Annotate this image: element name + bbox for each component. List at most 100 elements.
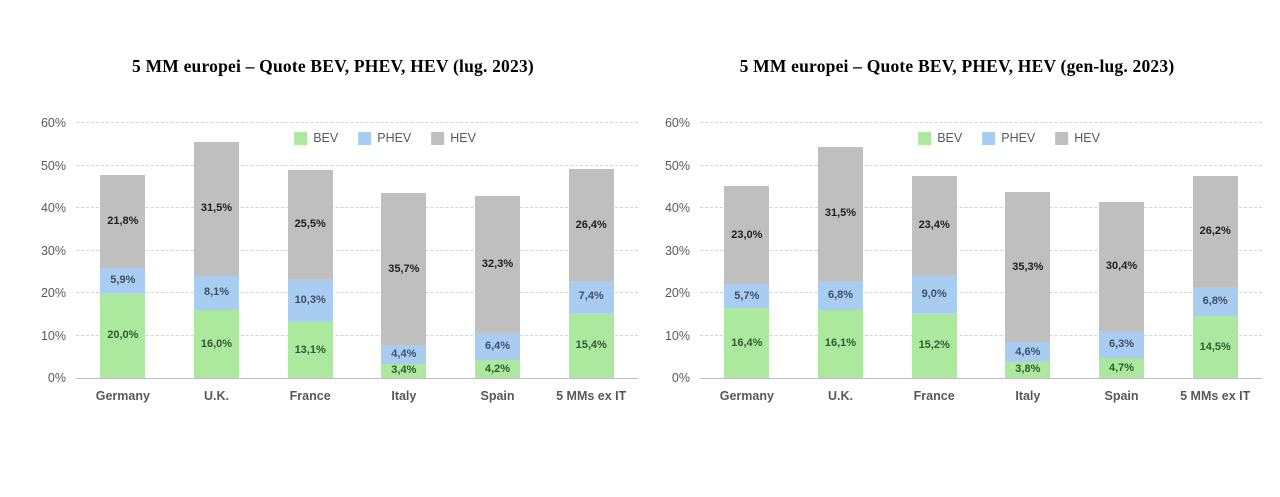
x-axis-label: Spain	[480, 389, 515, 403]
bar-segment-phev: 5,9%	[100, 267, 146, 293]
legend: BEV PHEV HEV	[918, 131, 1100, 145]
bar-value-label: 20,0%	[107, 329, 139, 341]
bar-segment-hev: 32,3%	[475, 195, 521, 333]
legend-label: HEV	[1074, 131, 1100, 145]
bar-segment-hev: 26,2%	[1192, 176, 1238, 288]
bar-segment-hev: 35,7%	[381, 193, 427, 345]
bar-stack: 21,8% 5,9% 20,0%	[100, 175, 146, 378]
bar-stack: 26,2% 6,8% 14,5%	[1192, 176, 1238, 378]
bar-value-label: 15,2%	[918, 339, 950, 352]
bar-value-label: 4,2%	[484, 362, 511, 375]
bars: 21,8% 5,9% 20,0% 31,5% 8,1% 16,0% 25,5% 10,3% 13…	[76, 123, 638, 378]
bar-segment-hev: 23,0%	[724, 186, 770, 285]
chart-title: 5 MM europei – Quote BEV, PHEV, HEV (gen…	[739, 56, 1175, 76]
bar-segment-phev: 8,1%	[194, 275, 239, 310]
legend-label: BEV	[937, 131, 963, 145]
bars: 23,0% 5,7% 16,4% 31,5% 6,8% 16,1% 23,4% 9,0% 15,…	[700, 123, 1262, 378]
y-tick-label: 0%	[47, 371, 66, 385]
y-tick-label: 0%	[671, 371, 690, 385]
y-tick-label: 50%	[664, 158, 690, 173]
bar-value-label: 5,9%	[110, 273, 136, 286]
bar-value-label: 15,4%	[575, 338, 607, 351]
bar-value-label: 23,4%	[918, 218, 950, 231]
gridline	[700, 249, 1262, 251]
legend-label: PHEV	[377, 131, 412, 145]
bar-value-label: 26,4%	[575, 218, 607, 231]
legend-swatch-phev-icon	[358, 131, 372, 145]
bar-stack: 23,0% 5,7% 16,4%	[724, 186, 770, 378]
bar-column: 25,5% 10,3% 13,1%	[263, 123, 357, 378]
bar-value-label: 16,4%	[731, 336, 763, 349]
x-axis-label: France	[913, 389, 955, 403]
bar-segment-hev: 31,5%	[194, 141, 239, 276]
bar-segment-phev: 4,4%	[381, 344, 427, 364]
bar-segment-bev: 16,1%	[818, 309, 863, 378]
bar-value-label: 4,7%	[1108, 361, 1135, 374]
bar-column: 31,5% 8,1% 16,0%	[170, 123, 264, 378]
bar-value-label: 31,5%	[824, 207, 857, 220]
bar-value-label: 25,5%	[294, 217, 326, 230]
x-axis: Germany U.K. France Italy Spain 5 MMs ex IT	[652, 389, 1262, 403]
bar-segment-phev: 6,4%	[475, 332, 521, 361]
bar-value-label: 16,1%	[824, 337, 857, 350]
bar-value-label: 16,0%	[200, 337, 233, 350]
gridline	[76, 334, 638, 336]
bar-value-label: 8,1%	[203, 286, 230, 299]
bar-segment-bev: 15,4%	[568, 312, 614, 378]
bar-value-label: 6,8%	[1202, 295, 1228, 308]
x-axis-label: Germany	[95, 389, 150, 403]
bar-column: 32,3% 6,4% 4,2%	[451, 123, 545, 378]
x-axis-label: 5 MMs ex IT	[1180, 389, 1251, 403]
bar-stack: 23,4% 9,0% 15,2%	[911, 175, 957, 378]
bar-stack: 30,4% 6,3% 4,7%	[1099, 202, 1145, 378]
x-axis-label: U.K.	[204, 389, 229, 403]
x-axis-label: France	[289, 389, 331, 403]
bar-segment-phev: 5,7%	[724, 284, 770, 309]
bar-value-label: 10,3%	[294, 293, 326, 306]
x-axis-spacer	[28, 389, 76, 403]
y-tick-label: 10%	[40, 328, 66, 343]
bar-stack: 25,5% 10,3% 13,1%	[287, 170, 333, 378]
bar-value-label: 32,3%	[481, 257, 514, 270]
bar-segment-bev: 3,8%	[1005, 361, 1051, 378]
legend-swatch-phev-icon	[982, 131, 996, 145]
bar-value-label: 4,6%	[1015, 345, 1041, 358]
bar-segment-hev: 21,8%	[100, 175, 146, 268]
bar-column: 26,4% 7,4% 15,4%	[544, 123, 638, 378]
y-tick-label: 20%	[664, 286, 690, 300]
bar-segment-bev: 16,4%	[724, 308, 770, 378]
bar-value-label: 7,4%	[578, 290, 604, 303]
bar-segment-bev: 13,1%	[287, 322, 333, 378]
chart-title: 5 MM europei – Quote BEV, PHEV, HEV (lug…	[132, 56, 534, 76]
gridline	[76, 122, 638, 123]
bar-column: 21,8% 5,9% 20,0%	[76, 123, 170, 378]
legend-item-bev: BEV	[918, 131, 962, 145]
legend-item-phev: PHEV	[358, 131, 411, 145]
legend-item-phev: PHEV	[982, 131, 1035, 145]
chart-ytd-gen-jul-2023: 5 MM europei – Quote BEV, PHEV, HEV (gen…	[652, 0, 1262, 403]
bar-segment-phev: 6,8%	[1192, 287, 1238, 317]
bar-stack: 32,3% 6,4% 4,2%	[475, 195, 521, 378]
legend-label: BEV	[313, 131, 339, 145]
x-axis-label: Italy	[1015, 389, 1041, 403]
bar-value-label: 23,0%	[731, 228, 763, 241]
bar-column: 23,4% 9,0% 15,2%	[887, 123, 981, 378]
bar-value-label: 35,7%	[388, 262, 420, 275]
bar-column: 30,4% 6,3% 4,7%	[1075, 123, 1169, 378]
bar-stack: 31,5% 6,8% 16,1%	[818, 146, 863, 378]
bar-segment-phev: 10,3%	[287, 278, 333, 323]
gridline	[76, 164, 638, 166]
chart-monthly-jul-2023: 5 MM europei – Quote BEV, PHEV, HEV (lug…	[28, 0, 638, 403]
x-axis-label: Italy	[391, 389, 417, 403]
bar-stack: 35,7% 4,4% 3,4%	[381, 193, 427, 378]
bar-segment-bev: 14,5%	[1192, 316, 1238, 378]
legend: BEV PHEV HEV	[294, 131, 476, 145]
bar-value-label: 5,7%	[734, 289, 760, 302]
plot-area: BEV PHEV HEV 21,8% 5,9% 20,0% 31,5% 8,1% 16,0% 2…	[76, 122, 638, 379]
bar-segment-phev: 7,4%	[568, 281, 614, 313]
bar-segment-phev: 4,6%	[1005, 342, 1051, 362]
y-tick-label: 40%	[664, 201, 690, 215]
bar-value-label: 21,8%	[107, 215, 139, 228]
bar-value-label: 26,2%	[1199, 225, 1231, 238]
legend-swatch-hev-icon	[431, 131, 445, 145]
